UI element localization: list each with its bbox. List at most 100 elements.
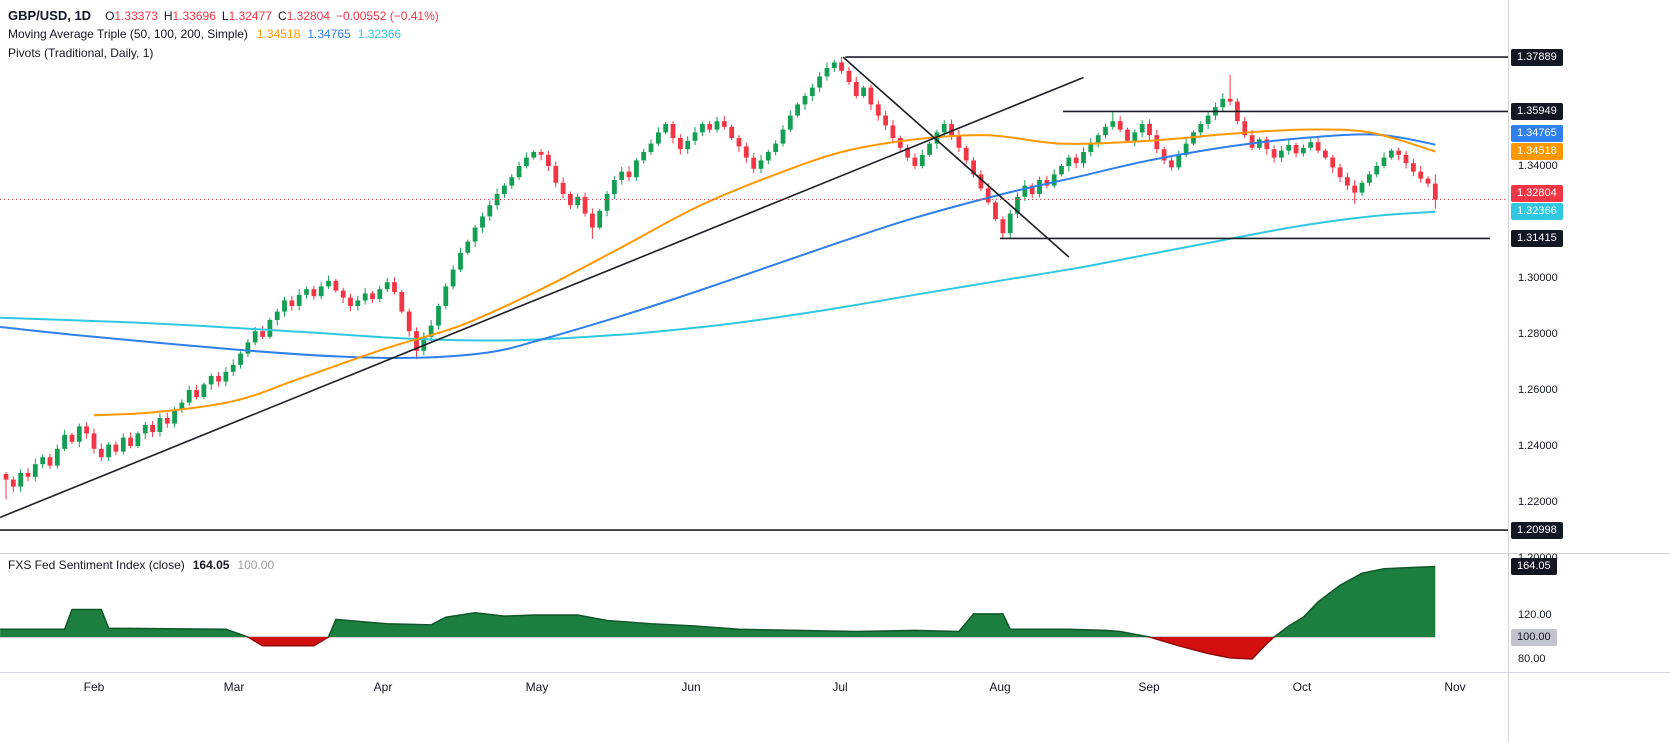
candle-body <box>392 282 397 292</box>
candle-body <box>194 390 199 397</box>
time-axis-month-label: May <box>525 680 549 694</box>
ohlc-close-label: C <box>277 9 287 23</box>
indicator-row-pivots[interactable]: Pivots (Traditional, Daily, 1) <box>8 44 439 63</box>
candle-body <box>142 425 148 434</box>
candle-body <box>502 185 507 194</box>
candle-body <box>1389 150 1394 158</box>
candle-body <box>831 62 837 68</box>
candle-body <box>1301 147 1306 154</box>
time-axis-month-label: Jun <box>681 680 701 694</box>
candle-body <box>1249 135 1255 148</box>
sentiment-indicator-title[interactable]: FXS Fed Sentiment Index (close) <box>8 558 185 572</box>
candle-body <box>1286 145 1292 151</box>
candle-body <box>546 154 551 166</box>
candle-body <box>399 292 405 312</box>
candle-body <box>25 472 31 477</box>
price-axis-label: 1.34000 <box>1518 159 1558 172</box>
candle-body <box>260 331 265 337</box>
candle-body <box>802 96 808 105</box>
candle-body <box>1081 152 1086 164</box>
candle-body <box>1051 174 1057 186</box>
candle-body <box>912 157 918 166</box>
candle-body <box>875 104 881 116</box>
time-axis[interactable]: Feb Mar Apr May Jun Jul Aug Sep Oct Nov <box>0 672 1508 742</box>
candle-body <box>1293 145 1299 154</box>
candle-body <box>1432 183 1438 200</box>
candle-body <box>1015 196 1020 214</box>
price-axis-badge: 1.37889 <box>1511 48 1563 66</box>
trendline[interactable] <box>842 56 1070 258</box>
time-axis-month-label: Feb <box>83 680 105 694</box>
candle-body <box>76 426 82 442</box>
candle-body <box>1359 182 1365 193</box>
change-value: −0.00552 (−0.41%) <box>336 9 439 23</box>
price-axis-badge: 1.32804 <box>1511 185 1563 203</box>
candle-body <box>531 152 537 158</box>
candle-body <box>1264 139 1270 150</box>
price-axis-label: 1.24000 <box>1518 439 1558 452</box>
candle-body <box>985 188 991 203</box>
candle-body <box>230 364 236 372</box>
candle-body <box>685 140 691 150</box>
candle-body <box>267 320 273 337</box>
candle-body <box>516 166 522 178</box>
candle-body <box>370 293 375 299</box>
candle-body <box>729 126 735 138</box>
candle-body <box>787 115 793 130</box>
time-axis-divider <box>0 672 1670 673</box>
candle-body <box>641 152 647 161</box>
sentiment-baseline-value: 100.00 <box>237 558 275 572</box>
candle-body <box>634 160 639 178</box>
candle-body <box>1088 143 1094 152</box>
candle-body <box>809 87 815 96</box>
candle-body <box>795 104 800 116</box>
candle-body <box>377 289 383 299</box>
candle-body <box>304 289 309 295</box>
candle-body <box>853 82 859 96</box>
pane-divider[interactable] <box>0 553 1670 554</box>
candle-body <box>721 121 727 127</box>
pivots-indicator-title[interactable]: Pivots (Traditional, Daily, 1) <box>8 46 154 60</box>
candle-body <box>436 306 441 326</box>
candle-body <box>956 135 962 148</box>
candle-body <box>252 331 258 343</box>
candle-body <box>524 157 529 166</box>
sentiment-axis-label: 120.00 <box>1518 608 1552 621</box>
candle-body <box>949 124 954 136</box>
price-pane[interactable] <box>0 56 1508 531</box>
sentiment-legend[interactable]: FXS Fed Sentiment Index (close) 164.05 100… <box>8 557 274 574</box>
ma50-line <box>93 128 1436 417</box>
candle-body <box>700 124 705 133</box>
symbol-title[interactable]: GBP/USD, 1D <box>8 8 92 23</box>
candle-body <box>62 434 67 449</box>
candle-body <box>597 210 603 228</box>
candle-body <box>487 205 493 217</box>
candle-body <box>1161 149 1167 161</box>
ma-indicator-title[interactable]: Moving Average Triple (50, 100, 200, Sim… <box>8 27 248 41</box>
candle-body <box>590 213 595 228</box>
candle-body <box>472 227 478 242</box>
trendline[interactable] <box>0 76 1084 519</box>
symbol-row[interactable]: GBP/USD, 1D O1.33373 H1.33696 L1.32477 C1.32… <box>8 6 439 25</box>
ma50-value: 1.34518 <box>256 27 301 41</box>
candle-body <box>1271 149 1277 158</box>
time-axis-month-label: Apr <box>373 680 393 694</box>
candle-body <box>1205 115 1211 124</box>
main-legend: GBP/USD, 1D O1.33373 H1.33696 L1.32477 C1.32… <box>8 6 439 63</box>
candle-body <box>157 418 163 432</box>
candle-body <box>743 146 749 158</box>
candle-body <box>1308 142 1314 148</box>
candle-body <box>1110 121 1116 127</box>
time-axis-month-label: Oct <box>1292 680 1312 694</box>
chart-plot-area[interactable] <box>0 0 1508 742</box>
candle-body <box>245 342 251 354</box>
candle-body <box>604 194 610 211</box>
indicator-row-moving-average[interactable]: Moving Average Triple (50, 100, 200, Sim… <box>8 25 439 44</box>
price-axis[interactable]: 1.34000 1.30000 1.28000 1.26000 1.24000 1.220… <box>1508 0 1670 742</box>
candle-body <box>32 464 38 477</box>
candle-body <box>780 129 786 144</box>
candle-body <box>223 371 229 382</box>
candle-body <box>663 124 669 133</box>
candle-body <box>384 282 390 290</box>
candle-body <box>465 241 471 253</box>
